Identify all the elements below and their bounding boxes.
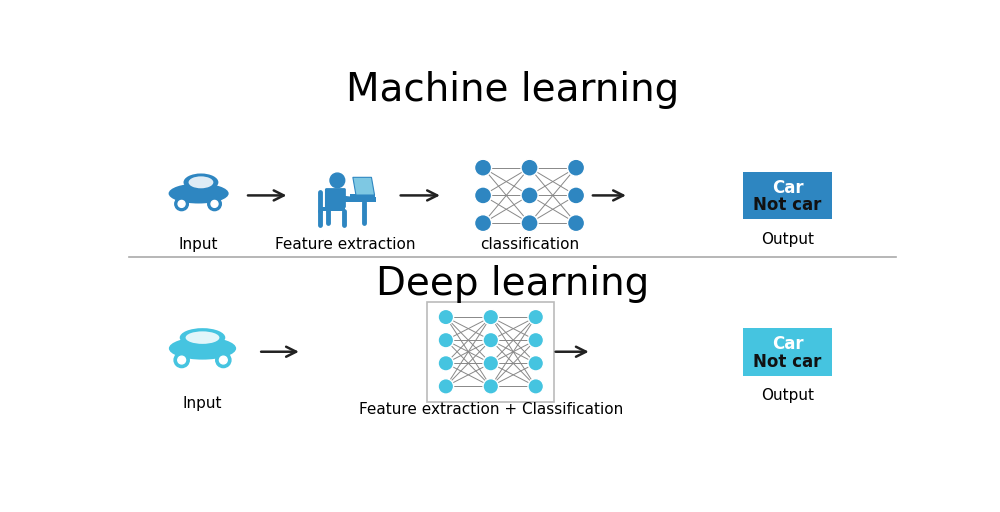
FancyBboxPatch shape (743, 328, 832, 376)
Circle shape (568, 187, 585, 204)
Text: Car: Car (772, 335, 803, 353)
Circle shape (211, 200, 218, 207)
Circle shape (521, 187, 538, 204)
Circle shape (475, 187, 492, 204)
Circle shape (208, 197, 221, 210)
Circle shape (438, 332, 454, 348)
Bar (328, 197, 376, 202)
Text: Output: Output (761, 231, 814, 247)
Circle shape (521, 215, 538, 231)
Text: Input: Input (179, 237, 218, 252)
Text: Deep learning: Deep learning (376, 265, 649, 303)
Ellipse shape (186, 331, 219, 344)
Circle shape (483, 309, 499, 325)
Circle shape (175, 197, 188, 210)
FancyBboxPatch shape (743, 172, 832, 219)
Circle shape (483, 332, 499, 348)
Circle shape (174, 352, 189, 368)
Ellipse shape (169, 337, 236, 359)
Circle shape (528, 332, 544, 348)
Circle shape (528, 355, 544, 371)
Text: classification: classification (480, 237, 579, 252)
Text: Output: Output (761, 388, 814, 403)
Text: Input: Input (183, 396, 222, 411)
Ellipse shape (189, 176, 213, 188)
FancyBboxPatch shape (325, 188, 346, 208)
Circle shape (475, 215, 492, 231)
Circle shape (438, 355, 454, 371)
Circle shape (483, 379, 499, 394)
Ellipse shape (169, 183, 229, 203)
Circle shape (438, 379, 454, 394)
Ellipse shape (184, 174, 218, 191)
Circle shape (330, 173, 345, 188)
Circle shape (568, 159, 585, 176)
Polygon shape (350, 194, 375, 197)
Bar (427, 302, 554, 402)
Bar (320, 206, 345, 211)
Circle shape (178, 356, 186, 364)
Circle shape (528, 379, 544, 394)
Circle shape (178, 200, 185, 207)
Text: Not car: Not car (753, 353, 822, 371)
Text: Not car: Not car (753, 197, 822, 215)
Circle shape (528, 309, 544, 325)
Text: Machine learning: Machine learning (346, 71, 679, 109)
Circle shape (475, 159, 492, 176)
Text: Feature extraction: Feature extraction (275, 237, 415, 252)
Text: Feature extraction + Classification: Feature extraction + Classification (359, 402, 623, 417)
Circle shape (438, 309, 454, 325)
Ellipse shape (180, 328, 225, 347)
Polygon shape (353, 177, 375, 195)
Circle shape (216, 352, 231, 368)
Text: Car: Car (772, 179, 803, 197)
Circle shape (219, 356, 227, 364)
Circle shape (483, 355, 499, 371)
Circle shape (568, 215, 585, 231)
Circle shape (521, 159, 538, 176)
